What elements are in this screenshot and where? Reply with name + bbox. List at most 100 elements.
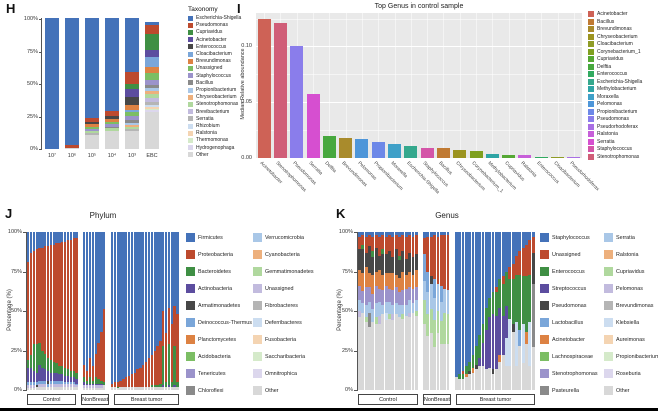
panel-k-sample-bar [525,232,528,390]
panel-k-sample-bar-seg-Other [478,366,482,390]
proteobacteria-swatch [186,250,195,259]
panel-j-sample-bar-seg-Deinococcus-Thermus [63,382,67,384]
panel-k-sample-bar-seg-Klebsiella [528,322,532,367]
panel-k-sample-bar-seg-Unassigned [521,247,525,277]
panel-j-sample-bar-seg-Proteobacteria [44,246,47,354]
panel-k-sample-bar-seg-Unassigned [408,235,411,253]
panel-j-sample-bar-seg-Firmicutes [173,232,176,307]
panel-h-legend-item: Ralstonia [188,130,217,136]
panel-j-ytick-mark [23,390,26,391]
panel-k-sample-bar-seg-Other [525,344,528,390]
panel-j-sample-bar-seg-Firmicutes [72,232,75,239]
panel-k-sample-bar-seg-Serratia [414,299,418,312]
panel-k-sample-bar [521,232,525,390]
panel-k-sample-bar-seg-Acinetobacter [471,367,475,373]
streptococcus-swatch [540,284,549,293]
panel-j-sample-bar-seg-Other [170,386,173,390]
panel-j-sample-bar-seg-Unassigned [27,385,30,389]
panel-k-sample-bar-seg-Serratia [368,301,371,313]
panel-k-sample-bar [401,232,405,390]
panel-h-legend-item: Thermomonas [188,137,228,143]
panel-h-bar-seg-Staphylococcus [84,129,99,131]
panel-k-sample-bar-seg-Staphylococcus [531,232,535,237]
panel-j-sample-bar-seg-Actinobacteria [38,364,41,381]
panel-h-ytick-label: 100% [23,16,38,22]
panel-h-legend-item: Cupriavidus [188,29,222,35]
panel-j-sample-bar [142,232,145,390]
panel-j-sample-bar-seg-Firmicutes [35,232,38,250]
panel-j-ytick-mark [23,271,26,273]
panel-k-sample-bar-seg-Acinetobacter [361,273,365,291]
panel-k-sample-bar-seg-Cupriavidus [423,299,426,324]
panel-h-bar-seg-Staphylococcus [144,79,159,85]
panel-k-sample-bar-seg-Enterococcus [494,292,498,316]
panel-h-legend-label: Brevundimonas [196,58,231,65]
panel-j-sample-bar-seg-Deinococcus-Thermus [55,380,58,384]
panel-j-sample-bar-seg-Firmicutes [58,232,61,244]
ralstonia-swatch [188,130,193,136]
panel-k-sample-bar-seg-Enterococcus [525,276,528,332]
panel-k-ytick-label: 25% [341,347,353,354]
panel-j-sample-bar [162,232,165,390]
panel-i-legend-item: Delftia [588,63,611,70]
panel-k-sample-bar-seg-Unassigned [414,235,418,255]
panel-j-sample-bar [41,232,44,390]
panel-h-legend-label: Acinetobacter [196,36,227,43]
panel-k-sample-bar [429,232,433,390]
panel-k-sample-bar-seg-Unassigned [439,235,443,286]
panel-k-sample-bar [508,232,512,390]
panel-j-sample-bar-seg-Actinobacteria [55,372,58,381]
panel-j-sample-bar-seg-Bacteroidetes [103,382,106,386]
panel-k-sample-bar-seg-Acinetobacter [388,273,391,289]
panel-j-sample-bar-seg-Proteobacteria [147,358,151,387]
panel-k-sample-bar-seg-Stenotrophomonas [358,285,361,300]
moraxella-swatch [588,93,594,100]
panel-k-legend-label: Acinetobacter [552,336,585,343]
panel-j-sample-bar-seg-Firmicutes [130,232,134,375]
panel-k-sample-bar-seg-Enterococcus [515,274,518,323]
panel-k-sample-bar-seg-Serratia [364,304,368,318]
panel-i-legend-item: Brevundimonas [588,26,632,32]
panel-j-sample-bar-seg-Deinococcus-Thermus [38,380,41,384]
panel-i-bar-Ralstonia [518,155,532,158]
panel-j-sample-bar-seg-Bacteroidetes [83,377,86,383]
panel-j-sample-bar-seg-Firmicutes [127,232,131,376]
panel-k-sample-bar-seg-Staphylococcus [446,232,450,236]
panel-j-sample-bar-seg-Other [29,388,33,390]
panel-j-ytick-label: 75% [10,268,22,275]
brevibacterium-swatch [188,109,193,115]
panel-j-sample-bar-seg-Actinobacteria [35,372,38,383]
panel-j-sample-bar-seg-Proteobacteria [159,341,162,384]
panel-i-legend-item: Bacillus [588,18,614,25]
panel-h-bar-seg-Other [64,147,79,149]
panel-k-sample-bar [478,232,482,390]
panel-j-sample-bar-seg-Bacteroidetes [32,344,36,372]
panel-j-ytick-mark [23,350,26,352]
panel-j-sample-bar-seg-Unassigned [83,385,86,389]
panel-k-sample-bar-seg-Stenotrophomonas [364,287,368,305]
panel-h-bar-seg-Pseudomonas [84,117,99,122]
panel-h-bar-seg-Cloacibacterium [144,57,159,67]
panel-k-sample-bar-seg-Other [446,344,450,390]
panel-j-sample-bar-seg-Unassigned [75,385,78,387]
panel-k-sample-bar-seg-Serratia [433,298,436,321]
panel-k-sample-bar-seg-Acinetobacter [498,355,502,362]
panel-j-sample-bar-seg-Unassigned [72,383,75,387]
cupriavidus-swatch [588,56,594,62]
panel-j-sample-bar-seg-Deinococcus-Thermus [75,383,78,386]
panel-h-bar-seg-Staphylococcus [124,116,139,121]
panel-h-bar-seg-Hydrogenophaga [144,110,159,112]
panel-j-sample-bar-seg-Other [72,386,75,390]
deferribacteres-swatch [253,318,262,327]
panel-k-sample-bar [494,232,498,390]
panel-i-legend-item: Ralstonia [588,131,618,137]
panel-k-legend-item: Aureimonas [604,335,645,344]
panel-h-bar-seg-Thermomonas [144,109,159,111]
panel-h-legend-item: Pseudomonas [188,22,228,28]
panel-j-facet-Control [27,232,78,390]
panel-j-legend-label: Cyanobacteria [265,251,300,258]
panel-j-legend-item: Deferribacteres [253,318,302,327]
panel-h-bar-seg-Serratia [144,101,159,105]
panel-h-legend-label: Brevibacterium [196,108,230,115]
panel-j-sample-bar [49,232,53,390]
